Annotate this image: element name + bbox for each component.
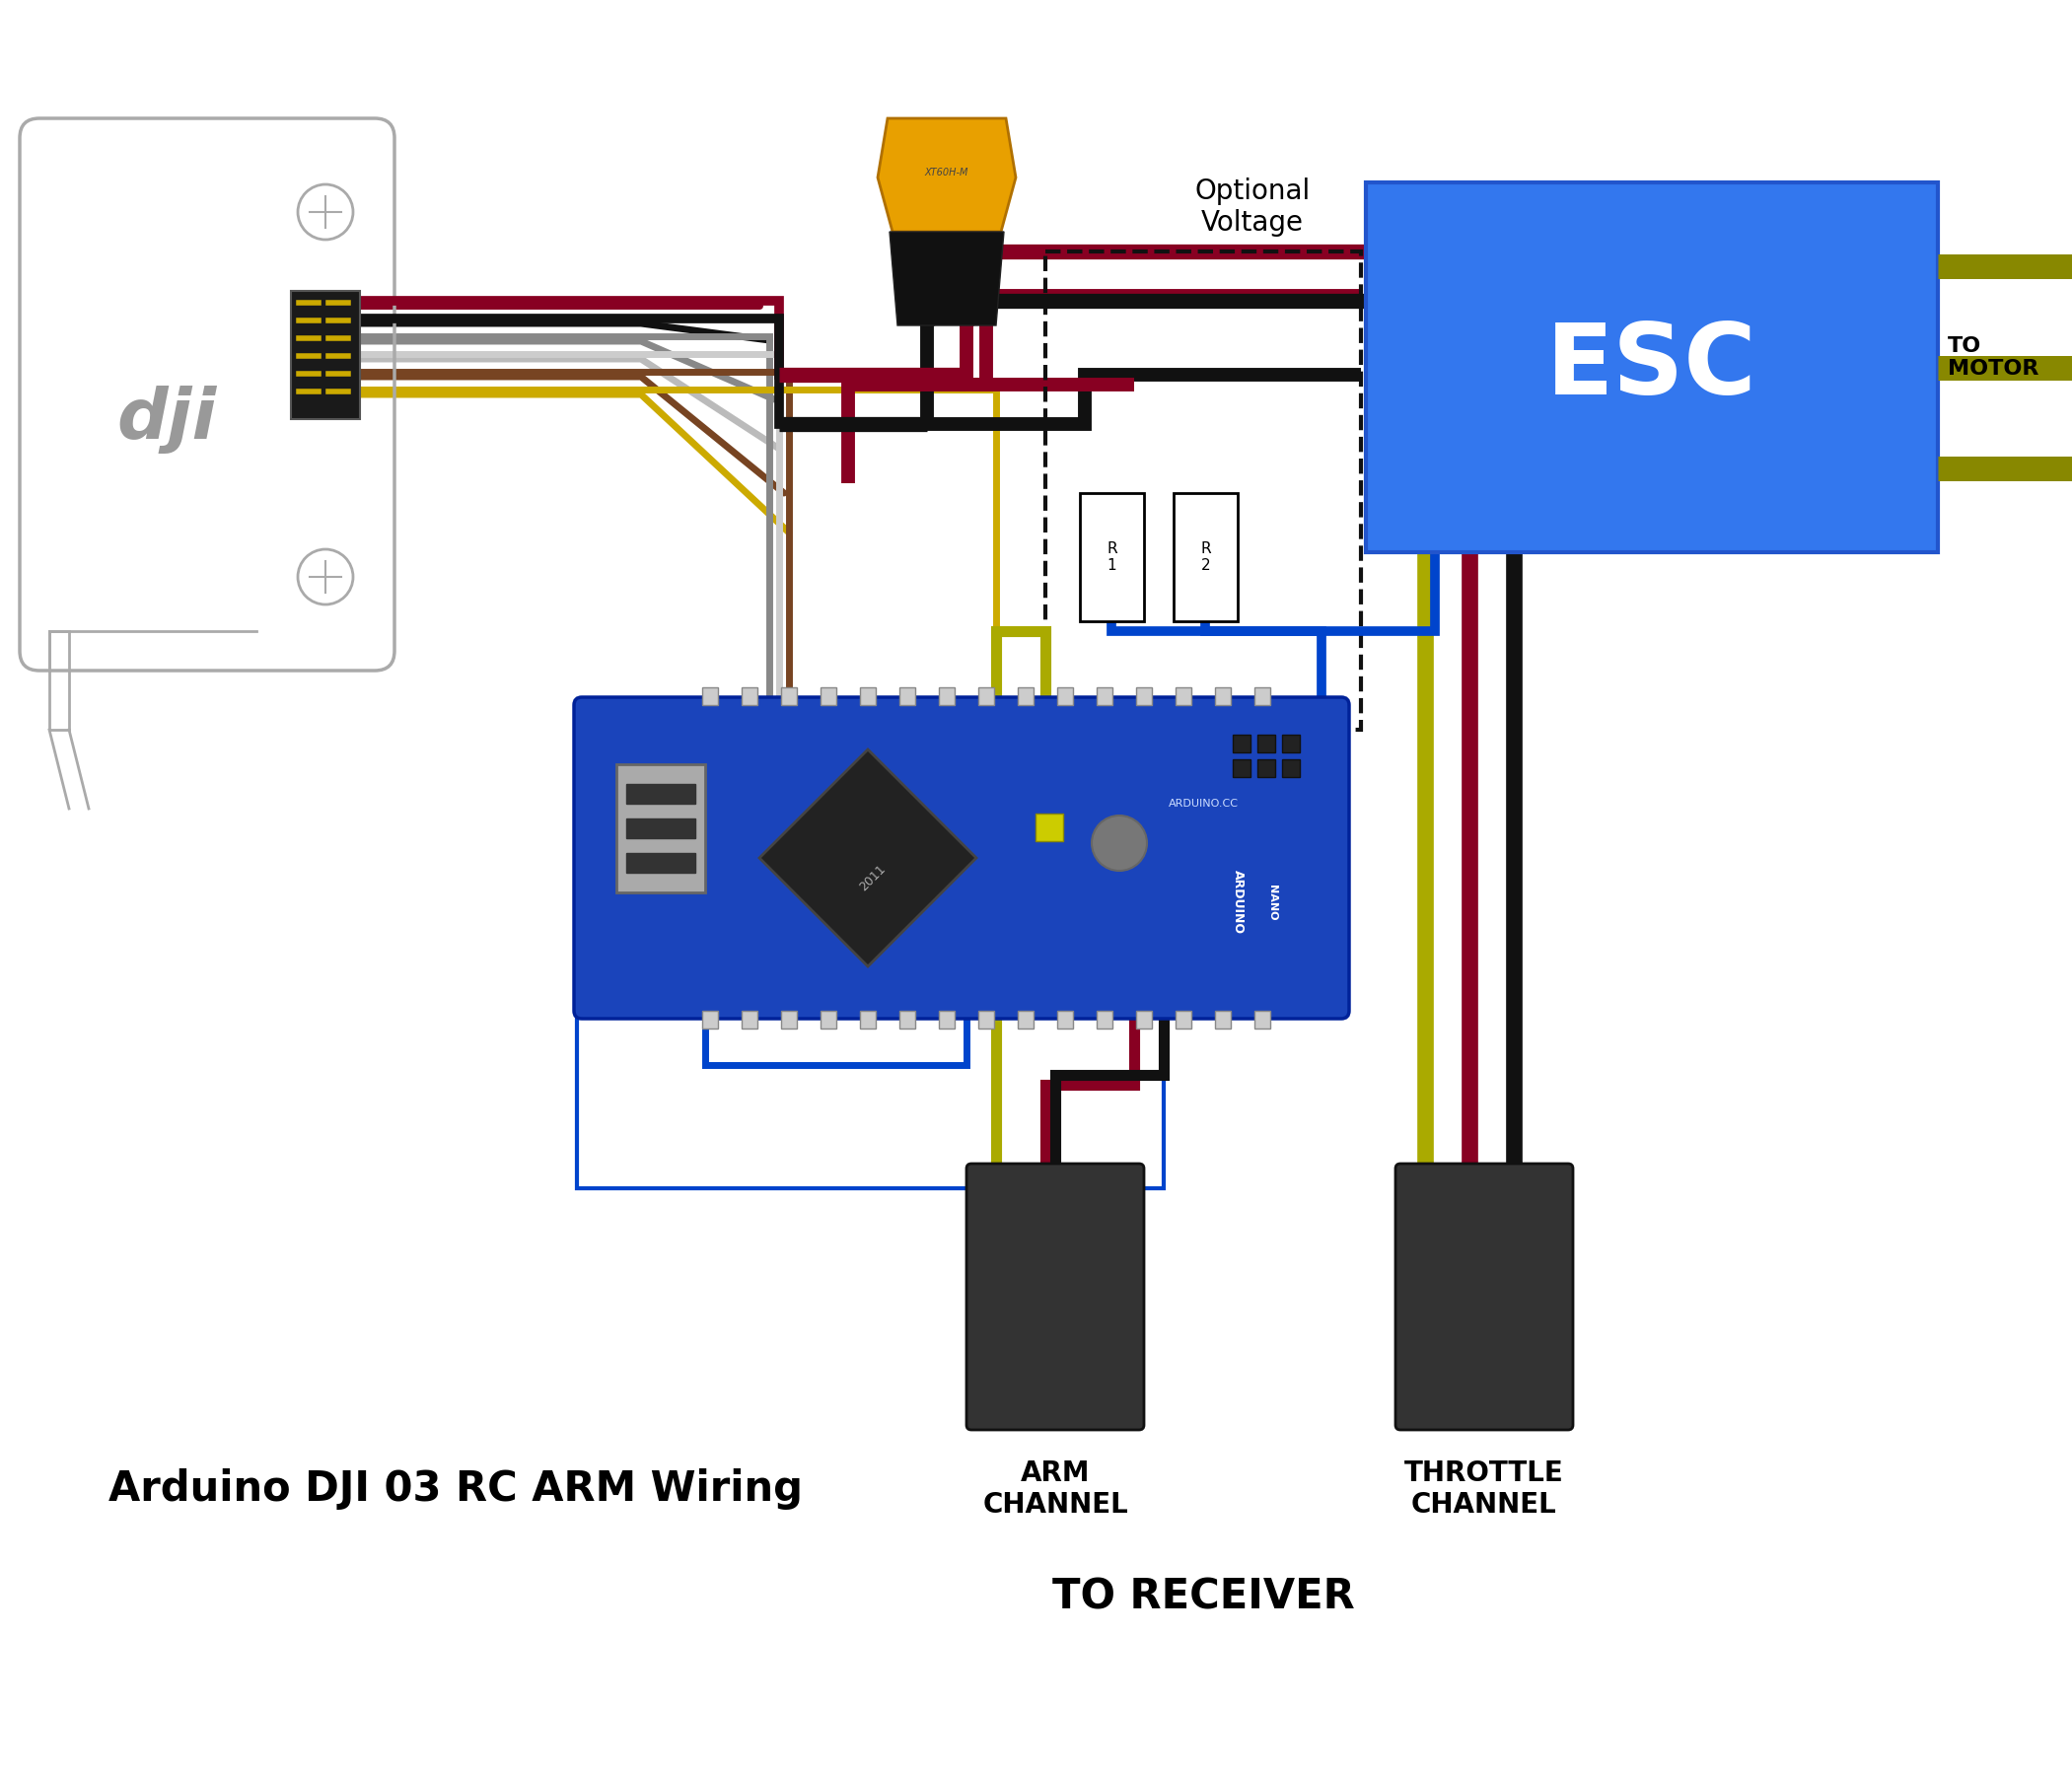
Bar — [1258, 759, 1274, 777]
Bar — [1283, 759, 1299, 777]
Polygon shape — [889, 231, 1005, 325]
Bar — [978, 1011, 995, 1029]
Bar — [1175, 1011, 1191, 1029]
Bar — [1135, 688, 1152, 705]
Bar — [1096, 1011, 1113, 1029]
Bar — [1175, 688, 1191, 705]
FancyBboxPatch shape — [966, 1164, 1144, 1430]
Text: TO RECEIVER: TO RECEIVER — [1053, 1576, 1355, 1619]
Text: ESC: ESC — [1546, 320, 1757, 416]
Bar — [1214, 688, 1231, 705]
Bar — [1046, 252, 1361, 730]
Text: R
1: R 1 — [1106, 542, 1117, 574]
Circle shape — [298, 185, 352, 240]
Bar — [576, 1016, 1164, 1189]
Text: ARDUINO: ARDUINO — [1231, 871, 1243, 935]
Bar — [626, 819, 696, 839]
Bar — [899, 688, 916, 705]
Bar — [1057, 1011, 1073, 1029]
Polygon shape — [758, 750, 976, 967]
Bar — [1017, 688, 1034, 705]
Bar — [1283, 734, 1299, 752]
Bar — [615, 764, 704, 892]
Bar — [781, 1011, 798, 1029]
Bar — [821, 1011, 837, 1029]
Text: R
2: R 2 — [1200, 542, 1210, 574]
Bar — [821, 688, 837, 705]
Bar — [939, 1011, 955, 1029]
Text: THROTTLE
CHANNEL: THROTTLE CHANNEL — [1405, 1459, 1564, 1519]
Text: TO
MOTOR: TO MOTOR — [1948, 336, 2039, 379]
Bar — [626, 853, 696, 873]
FancyBboxPatch shape — [1394, 1164, 1573, 1430]
Text: ARM
CHANNEL: ARM CHANNEL — [982, 1459, 1127, 1519]
Bar — [1365, 183, 1937, 553]
Bar — [1258, 734, 1274, 752]
Bar — [939, 688, 955, 705]
Bar — [860, 688, 876, 705]
Bar — [290, 291, 361, 419]
Bar — [1017, 1011, 1034, 1029]
Text: Arduino DJI 03 RC ARM Wiring: Arduino DJI 03 RC ARM Wiring — [108, 1468, 802, 1510]
Bar — [742, 688, 758, 705]
Text: NANO: NANO — [1268, 885, 1276, 920]
Text: XT60H-M: XT60H-M — [924, 167, 968, 178]
Bar — [1135, 1011, 1152, 1029]
Text: Optional
Voltage: Optional Voltage — [1196, 178, 1310, 236]
Bar — [1096, 688, 1113, 705]
Text: ARDUINO.CC: ARDUINO.CC — [1169, 800, 1239, 809]
Text: dji: dji — [116, 386, 218, 455]
Bar — [1036, 814, 1063, 841]
Bar — [978, 688, 995, 705]
Bar — [899, 1011, 916, 1029]
FancyBboxPatch shape — [574, 697, 1349, 1018]
Bar — [860, 1011, 876, 1029]
Bar — [702, 1011, 719, 1029]
Bar — [742, 1011, 758, 1029]
Bar — [1254, 1011, 1270, 1029]
Bar — [1214, 1011, 1231, 1029]
Bar — [781, 688, 798, 705]
Text: 2011: 2011 — [858, 862, 889, 894]
Bar — [1057, 688, 1073, 705]
Bar — [1173, 492, 1237, 622]
Circle shape — [298, 549, 352, 604]
Circle shape — [1092, 816, 1148, 871]
Bar — [626, 784, 696, 803]
Bar — [1233, 759, 1251, 777]
Bar — [702, 688, 719, 705]
Polygon shape — [879, 119, 1015, 231]
Bar — [1254, 688, 1270, 705]
Bar — [1233, 734, 1251, 752]
Bar — [1080, 492, 1144, 622]
